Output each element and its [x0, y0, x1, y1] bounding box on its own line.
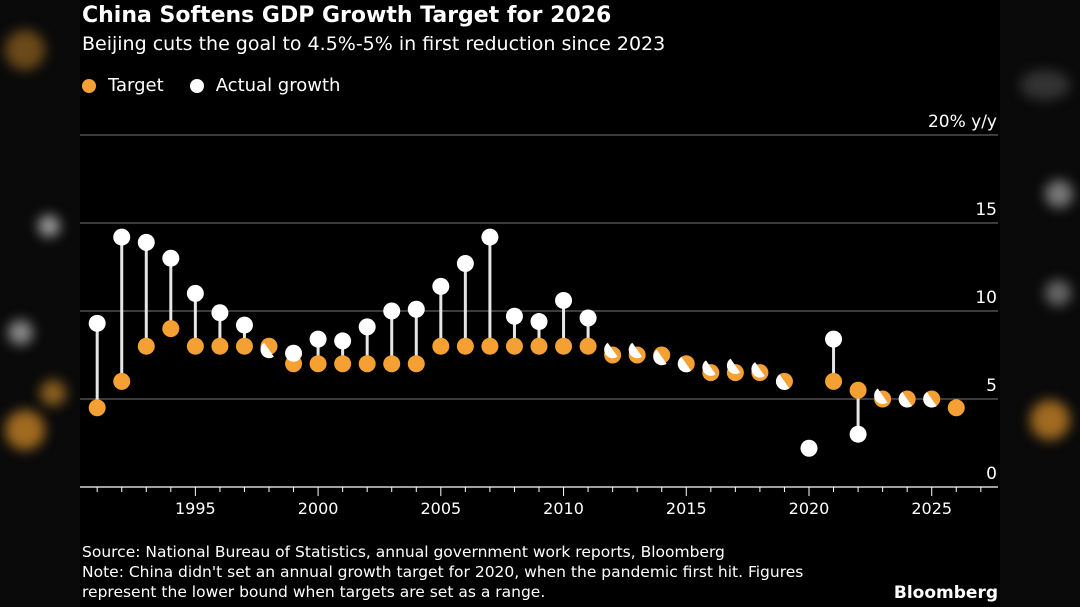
actual-point-1991 — [88, 314, 106, 332]
actual-point-2017 — [726, 358, 741, 375]
actual-point-2005 — [432, 277, 450, 295]
x-tick-label: 2005 — [420, 499, 461, 518]
actual-point-2016 — [702, 360, 716, 376]
actual-point-2020 — [800, 439, 818, 457]
target-point-2001 — [334, 355, 352, 373]
x-tick-label: 1995 — [175, 499, 216, 518]
actual-point-1995 — [186, 284, 204, 302]
target-point-2010 — [555, 337, 573, 355]
y-tick-label: 5 — [986, 376, 997, 396]
target-point-2022 — [849, 381, 867, 399]
legend-label-target: Target — [108, 75, 164, 96]
legend-label-actual: Actual growth — [215, 75, 341, 96]
actual-point-2004 — [407, 300, 425, 318]
note-line-2: represent the lower bound when targets a… — [82, 583, 546, 601]
target-point-2026 — [947, 399, 965, 417]
y-tick-label: 20% y/y — [928, 112, 997, 132]
target-point-2003 — [383, 355, 401, 373]
actual-point-2000 — [309, 330, 327, 348]
actual-swatch-icon — [189, 78, 204, 93]
actual-point-2018 — [751, 362, 765, 378]
actual-point-1992 — [113, 228, 131, 246]
target-point-1996 — [211, 337, 229, 355]
source-line: Source: National Bureau of Statistics, a… — [82, 543, 725, 561]
x-tick-label: 2020 — [789, 499, 830, 518]
actual-point-1993 — [137, 233, 155, 251]
target-point-2021 — [825, 372, 843, 390]
actual-point-2024 — [898, 392, 913, 408]
y-tick-label: 0 — [986, 464, 997, 484]
right-blurred-margin — [1000, 0, 1080, 607]
actual-point-2006 — [456, 254, 474, 272]
note-line-1: Note: China didn't set an annual growth … — [82, 563, 804, 581]
x-axis: 1995 2000 2005 2010 2015 2020 2025 — [80, 486, 998, 518]
actual-point-2022 — [849, 425, 867, 443]
actual-point-2012 — [604, 342, 618, 359]
target-point-2008 — [505, 337, 523, 355]
actual-point-1994 — [162, 249, 180, 267]
actual-point-2015 — [677, 356, 692, 373]
target-point-1991 — [88, 399, 106, 417]
left-blurred-margin — [0, 0, 80, 607]
grid-lines — [80, 134, 998, 400]
bloomberg-logo: Bloomberg — [893, 583, 998, 603]
y-axis-ticks: 0 5 10 15 20% y/y — [928, 112, 997, 484]
actual-point-1996 — [211, 304, 229, 322]
legend-item-target: Target — [82, 75, 164, 96]
actual-point-2014 — [653, 349, 667, 366]
actual-point-2007 — [481, 228, 499, 246]
actual-point-1998 — [260, 342, 274, 359]
target-point-2007 — [481, 337, 499, 355]
target-swatch-icon — [82, 78, 96, 93]
x-tick-label: 2025 — [911, 499, 952, 518]
actual-point-2021 — [825, 330, 843, 348]
x-tick-label: 2000 — [298, 499, 339, 518]
target-point-1995 — [186, 337, 204, 355]
target-point-1993 — [137, 337, 155, 355]
dots — [88, 228, 965, 457]
actual-point-2019 — [776, 374, 790, 390]
y-tick-label: 10 — [975, 288, 997, 308]
target-point-2009 — [530, 337, 548, 355]
x-tick-label: 2015 — [666, 499, 707, 518]
actual-point-2002 — [358, 318, 376, 336]
actual-point-2025 — [923, 392, 937, 408]
target-point-2002 — [358, 355, 376, 373]
actual-point-2013 — [628, 342, 643, 359]
target-point-1997 — [235, 337, 253, 355]
legend: Target Actual growth — [82, 75, 366, 96]
target-point-1992 — [113, 372, 131, 390]
actual-point-1997 — [235, 316, 253, 334]
chart-title: China Softens GDP Growth Target for 2026 — [82, 3, 612, 28]
chart-subtitle: Beijing cuts the goal to 4.5%-5% in firs… — [82, 33, 666, 55]
actual-point-2009 — [530, 313, 548, 331]
legend-item-actual: Actual growth — [189, 75, 341, 96]
actual-point-2008 — [505, 307, 523, 325]
x-tick-label: 2010 — [543, 499, 584, 518]
target-point-1994 — [162, 320, 180, 338]
actual-point-2010 — [555, 291, 573, 309]
actual-point-2001 — [334, 332, 352, 350]
target-point-2004 — [407, 355, 425, 373]
target-point-2000 — [309, 355, 327, 373]
actual-point-2023 — [874, 388, 888, 404]
actual-point-2003 — [383, 302, 401, 320]
stems — [95, 237, 885, 435]
actual-point-1999 — [285, 344, 303, 362]
y-tick-label: 15 — [975, 200, 997, 220]
source-note: Source: National Bureau of Statistics, a… — [82, 542, 803, 602]
target-point-2006 — [456, 337, 474, 355]
actual-point-2011 — [579, 309, 597, 327]
target-point-2011 — [579, 337, 597, 355]
target-point-2005 — [432, 337, 450, 355]
